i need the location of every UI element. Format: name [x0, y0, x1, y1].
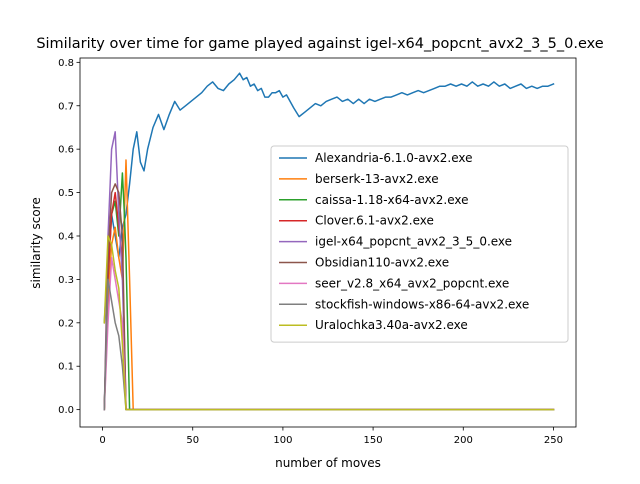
x-axis: 0 50 100 150 200 250 [99, 427, 563, 446]
x-tick-label: 200 [454, 435, 473, 446]
y-tick-label: 0.2 [58, 318, 74, 329]
y-axis-label: similarity score [29, 197, 43, 288]
legend-label: Clover.6.1-avx2.exe [315, 214, 434, 228]
legend-label: caissa-1.18-x64-avx2.exe [315, 193, 469, 207]
chart-title: Similarity over time for game played aga… [36, 36, 603, 52]
y-tick-label: 0.6 [58, 145, 74, 156]
y-tick-label: 0.4 [58, 231, 74, 242]
legend-label: Alexandria-6.1.0-avx2.exe [315, 151, 473, 165]
y-axis: 0.0 0.1 0.2 0.3 0.4 0.5 0.6 0.7 0.8 [58, 58, 80, 416]
series-line-9 [103, 235, 555, 411]
y-tick-label: 0.7 [58, 101, 74, 112]
legend-box [270, 145, 569, 343]
y-tick-label: 0.1 [58, 362, 74, 373]
y-tick-label: 0.5 [58, 188, 74, 199]
legend-label: stockfish-windows-x86-64-avx2.exe [315, 297, 529, 311]
y-tick-label: 0.8 [58, 58, 74, 69]
series-line-1 [103, 72, 555, 324]
legend: Alexandria-6.1.0-avx2.exe berserk-13-avx2… [270, 145, 569, 343]
y-tick-label: 0.3 [58, 275, 74, 286]
x-tick-label: 50 [186, 435, 199, 446]
x-tick-label: 250 [544, 435, 563, 446]
legend-label: Obsidian110-avx2.exe [315, 256, 449, 270]
x-tick-label: 150 [364, 435, 383, 446]
x-tick-label: 100 [273, 435, 292, 446]
legend-label: Uralochka3.40a-avx2.exe [315, 318, 468, 332]
legend-label: berserk-13-avx2.exe [315, 172, 439, 186]
legend-label: igel-x64_popcnt_avx2_3_5_0.exe [315, 235, 512, 249]
legend-label: seer_v2.8_x64_avx2_popcnt.exe [315, 276, 509, 290]
series-layer [103, 72, 555, 411]
plot-frame [79, 57, 577, 428]
x-tick-label: 0 [99, 435, 105, 446]
x-axis-label: number of moves [275, 456, 381, 470]
y-tick-label: 0.0 [58, 405, 74, 416]
